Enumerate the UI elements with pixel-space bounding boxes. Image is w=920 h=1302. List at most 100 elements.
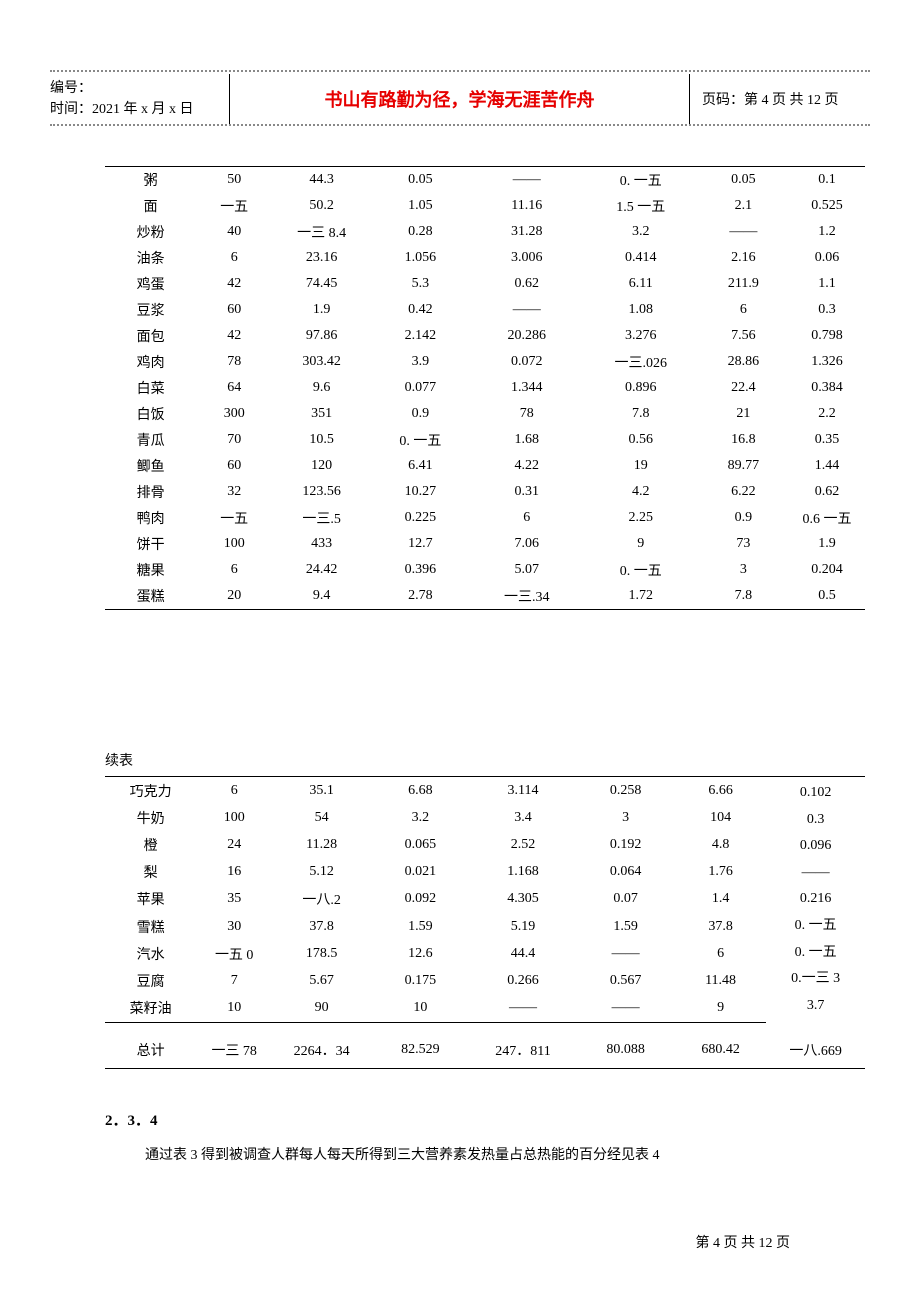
cell: 89.77 — [698, 453, 789, 479]
cell: 1.08 — [584, 297, 698, 323]
cell: 1.76 — [675, 859, 766, 886]
cell: 104 — [675, 804, 766, 831]
table-row: 鸡肉78303.423.90.072一三.02628.861.326 — [105, 349, 865, 375]
cell: 6 — [196, 777, 272, 805]
cell: 23.16 — [272, 245, 371, 271]
cell: 0.3 — [789, 297, 865, 323]
cell: 白饭 — [105, 401, 196, 427]
cell: 42 — [196, 271, 272, 297]
cell: 0.28 — [371, 219, 470, 245]
cell: 40 — [196, 219, 272, 245]
cell: 1.2 — [789, 219, 865, 245]
cell: 3.276 — [584, 323, 698, 349]
cell: 4.305 — [470, 886, 576, 913]
cell: 雪糕 — [105, 913, 196, 940]
cell: 鸭肉 — [105, 505, 196, 531]
cell: 6 — [698, 297, 789, 323]
cell: 0.525 — [789, 193, 865, 219]
cell: 37.8 — [675, 913, 766, 940]
cell: 6 — [196, 245, 272, 271]
cell: 21 — [698, 401, 789, 427]
cell: 一五 — [196, 193, 272, 219]
cell: 0.9 — [371, 401, 470, 427]
cell: 100 — [196, 804, 272, 831]
cell: 0.258 — [576, 777, 675, 805]
cell: 3 — [576, 804, 675, 831]
cell: 1.1 — [789, 271, 865, 297]
table-row: 橙2411.280.0652.520.1924.8 — [105, 831, 865, 858]
cell: 4.8 — [675, 831, 766, 858]
cell: 35.1 — [272, 777, 371, 805]
cell: 1.056 — [371, 245, 470, 271]
cell: 10 — [196, 995, 272, 1023]
cell: —— — [698, 219, 789, 245]
cell: 60 — [196, 453, 272, 479]
cell: 豆腐 — [105, 967, 196, 994]
cell: 0.42 — [371, 297, 470, 323]
cell: 5.67 — [272, 967, 371, 994]
table-row: 糖果624.420.3965.070. 一五30.204 — [105, 557, 865, 583]
header-top-rule — [50, 70, 870, 72]
cell: 6.22 — [698, 479, 789, 505]
cell: 9.6 — [272, 375, 371, 401]
nutrition-table-2: 巧克力635.16.683.1140.2586.660.1020.30.096—… — [105, 776, 865, 1069]
cell: 1.4 — [675, 886, 766, 913]
cell: 247．811 — [470, 1032, 576, 1069]
table-row: 面一五50.21.0511.161.5 一五2.10.525 — [105, 193, 865, 219]
cell: 74.45 — [272, 271, 371, 297]
cell: 白菜 — [105, 375, 196, 401]
cell: 0.06 — [789, 245, 865, 271]
header-page-label: 页码：第 4 页 共 12 页 — [702, 89, 839, 109]
footer-page-number: 第 4 页 共 12 页 — [696, 1232, 791, 1252]
cell: 0.065 — [371, 831, 470, 858]
cell: 一三.026 — [584, 349, 698, 375]
table-row: 蛋糕209.42.78一三.341.727.80.5 — [105, 583, 865, 610]
cell: —— — [576, 940, 675, 967]
cell: —— — [576, 995, 675, 1023]
cell: 0.35 — [789, 427, 865, 453]
cell: 10 — [371, 995, 470, 1023]
cell: 0.092 — [371, 886, 470, 913]
cell: 一八.2 — [272, 886, 371, 913]
date-label: 时间：2021 年 x 月 x 日 — [50, 99, 221, 120]
table-row: 粥5044.30.05——0. 一五0.050.1 — [105, 167, 865, 194]
cell: 5.12 — [272, 859, 371, 886]
table-row: 鸭肉一五一三.50.22562.250.90.6 一五 — [105, 505, 865, 531]
table-row: 豆浆601.90.42——1.0860.3 — [105, 297, 865, 323]
cell: 1.326 — [789, 349, 865, 375]
cell: 0.05 — [371, 167, 470, 194]
header-motto: 书山有路勤为径，学海无涯苦作舟 — [325, 86, 595, 112]
header-right-block: 页码：第 4 页 共 12 页 — [690, 74, 870, 124]
cell: 2.2 — [789, 401, 865, 427]
cell: 9 — [584, 531, 698, 557]
cell: 78 — [470, 401, 584, 427]
cell: 一三 78 — [196, 1032, 272, 1069]
cell: 0.384 — [789, 375, 865, 401]
cell: 0. 一五 — [584, 167, 698, 194]
cell: 3 — [698, 557, 789, 583]
cell: 1.168 — [470, 859, 576, 886]
cell: 351 — [272, 401, 371, 427]
table-row: 巧克力635.16.683.1140.2586.660.1020.30.096—… — [105, 777, 865, 805]
cell: 排骨 — [105, 479, 196, 505]
cell: 4.22 — [470, 453, 584, 479]
cell: 粥 — [105, 167, 196, 194]
cell: 牛奶 — [105, 804, 196, 831]
table-row: 青瓜7010.50. 一五1.680.5616.80.35 — [105, 427, 865, 453]
cell: 2.142 — [371, 323, 470, 349]
cell: 总计 — [105, 1032, 196, 1069]
cell: 20.286 — [470, 323, 584, 349]
page-header: 编号： 时间：2021 年 x 月 x 日 书山有路勤为径，学海无涯苦作舟 页码… — [50, 74, 870, 126]
cell: 0.5 — [789, 583, 865, 610]
serial-label: 编号： — [50, 78, 221, 99]
cell: —— — [470, 297, 584, 323]
table-row: 苹果35一八.20.0924.3050.071.4 — [105, 886, 865, 913]
cell: 123.56 — [272, 479, 371, 505]
cell: 6.11 — [584, 271, 698, 297]
table-row: 面包4297.862.14220.2863.2767.560.798 — [105, 323, 865, 349]
cell: 22.4 — [698, 375, 789, 401]
cell: 178.5 — [272, 940, 371, 967]
cell: 1.05 — [371, 193, 470, 219]
table-row: 豆腐75.670.1750.2660.56711.48 — [105, 967, 865, 994]
cell: —— — [470, 167, 584, 194]
